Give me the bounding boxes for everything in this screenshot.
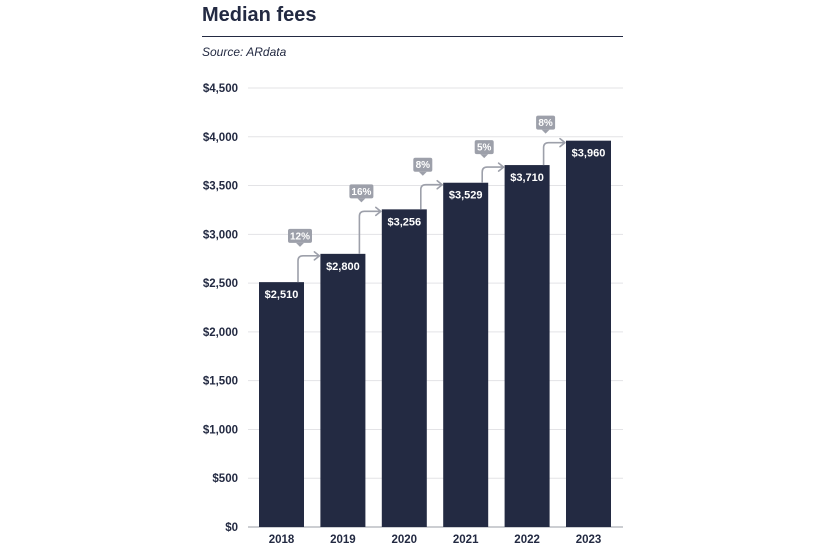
badge-pointer [541, 129, 550, 134]
change-label: 12% [290, 231, 310, 242]
change-label: 8% [416, 160, 431, 171]
bar-value-label: $3,710 [510, 172, 544, 184]
bar-value-label: $2,510 [265, 289, 299, 301]
change-arrow [542, 141, 564, 166]
badge-pointer [480, 154, 489, 159]
arrowhead-icon [375, 206, 382, 217]
change-badge [349, 184, 374, 199]
change-arrow [297, 255, 319, 283]
x-tick-label: 2022 [514, 534, 540, 546]
chart-title: Median fees [202, 4, 317, 26]
bar-value-label: $2,800 [326, 261, 360, 273]
y-tick-label: $0 [225, 522, 238, 534]
x-axis: 2018 2019 2020 2021 2022 2023 [269, 534, 602, 546]
y-tick-label: $1,500 [203, 376, 238, 388]
bar-value-label: $3,256 [387, 216, 421, 228]
x-tick-label: 2019 [330, 534, 356, 546]
change-badge [288, 228, 312, 243]
x-tick-label: 2021 [453, 534, 479, 546]
badge-pointer [357, 198, 366, 203]
source-note: Source: ARdata [202, 45, 287, 59]
change-badge [536, 115, 556, 130]
arrowhead-icon [497, 162, 505, 172]
bars: $2,510 $2,800 $3,256 $3,529 $3,710 $3,960 [259, 140, 611, 527]
y-tick-label: $500 [212, 473, 238, 485]
x-tick-label: 2023 [576, 534, 602, 546]
change-label: 5% [477, 143, 492, 154]
bar-value-label: $3,529 [449, 190, 483, 202]
y-axis: $0 $500 $1,000 $1,500 $2,000 $2,500 $3,000 $3,5… [203, 83, 238, 534]
arrowhead-icon [313, 251, 321, 261]
bar [381, 209, 427, 527]
y-tick-label: $2,500 [203, 278, 238, 290]
change-label: 16% [351, 187, 371, 198]
y-tick-label: $4,000 [203, 132, 238, 144]
y-tick-label: $3,000 [203, 229, 238, 241]
badge-pointer [296, 242, 304, 247]
y-tick-label: $2,000 [203, 327, 238, 339]
change-arrow [481, 166, 503, 183]
arrowhead-icon [436, 179, 443, 190]
x-tick-label: 2020 [392, 534, 418, 546]
y-tick-label: $4,500 [203, 83, 238, 95]
x-tick-label: 2018 [269, 534, 295, 546]
change-badge [474, 140, 494, 155]
bar [320, 253, 366, 527]
y-tick-label: $1,000 [203, 424, 238, 436]
title-divider [202, 36, 623, 37]
change-arrow [420, 183, 442, 210]
change-arrow [358, 210, 380, 254]
change-arrows: 12% 16% 8% 5% 8% [288, 115, 566, 283]
bar [566, 140, 611, 527]
bar [259, 282, 304, 527]
change-label: 8% [538, 118, 553, 129]
arrowhead-icon [559, 137, 566, 148]
bar-value-label: $3,960 [572, 148, 606, 160]
change-badge [413, 157, 433, 172]
y-tick-label: $3,500 [203, 181, 238, 193]
bar [443, 182, 489, 527]
bar [504, 165, 550, 527]
badge-pointer [418, 171, 427, 176]
